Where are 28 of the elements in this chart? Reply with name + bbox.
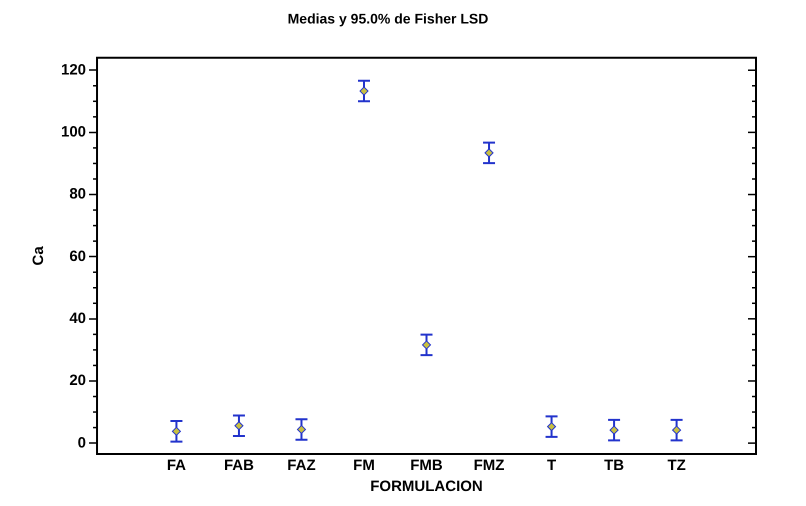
point [610,426,619,435]
chart-title: Medias y 95.0% de Fisher LSD [288,10,488,26]
y-axis-title: Ca [30,246,48,266]
y-tick-label: 20 [69,372,86,390]
x-tick-label: TB [604,457,624,474]
point [296,424,306,434]
y-tick-label: 120 [60,61,86,78]
point [422,340,432,350]
y-tick-label: 40 [69,310,86,327]
x-tick-label: T [546,457,556,474]
x-tick-label: FM [353,457,375,474]
y-tick-label: 0 [78,434,86,452]
point [672,426,682,435]
point [359,86,368,96]
point [234,421,244,430]
point [547,422,556,432]
x-tick-label: FAB [224,457,254,474]
x-tick-label: FAZ [287,457,316,474]
point [172,426,181,436]
x-tick-label: FMB [410,457,443,474]
point [484,148,494,158]
y-tick-label: 100 [60,124,86,141]
x-tick-label: TZ [667,457,686,474]
x-tick-label: FMZ [474,457,504,474]
x-axis-title: FORMULACION [370,478,483,496]
x-tick-label: FA [166,457,186,474]
y-tick-label: 80 [69,186,86,203]
y-tick-label: 60 [69,248,86,265]
